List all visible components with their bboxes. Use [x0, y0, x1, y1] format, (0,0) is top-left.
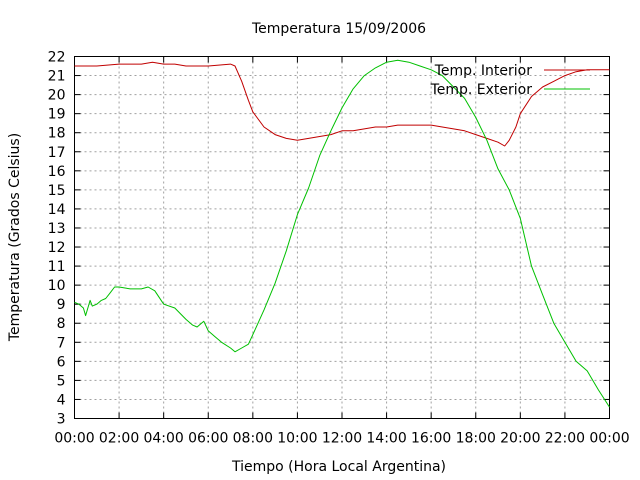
y-tick-label: 13	[48, 221, 66, 237]
x-tick-label: 04:00	[143, 431, 183, 447]
y-tick-label: 14	[48, 202, 66, 218]
y-tick-label: 18	[48, 126, 66, 142]
y-tick-label: 20	[48, 88, 66, 104]
y-tick-label: 9	[57, 297, 66, 313]
axis-ticks	[74, 56, 610, 419]
y-tick-label: 12	[48, 240, 66, 256]
x-tick-label: 06:00	[188, 431, 228, 447]
x-tick-label: 16:00	[411, 431, 451, 447]
x-axis-title: Tiempo (Hora Local Argentina)	[231, 459, 446, 475]
y-tick-label: 8	[57, 316, 66, 332]
y-tick-label: 11	[48, 259, 66, 275]
y-tick-label: 17	[48, 145, 66, 161]
y-tick-label: 6	[57, 354, 66, 370]
x-tick-labels: 00:00 02:00 04:00 06:00 08:00 10:00 12:00 14:00…	[54, 431, 629, 447]
grid	[74, 56, 610, 419]
series-lines	[74, 59, 610, 408]
y-tick-label: 21	[48, 69, 66, 85]
y-tick-label: 16	[48, 164, 66, 180]
series-line-0	[74, 61, 610, 147]
y-tick-label: 4	[57, 392, 66, 408]
y-tick-label: 22	[48, 50, 66, 66]
y-tick-label: 10	[48, 278, 66, 294]
y-tick-label: 7	[57, 335, 66, 351]
x-tick-label: 12:00	[322, 431, 362, 447]
x-tick-label: 18:00	[456, 431, 496, 447]
series-line-1	[74, 59, 610, 408]
x-tick-label: 22:00	[545, 431, 585, 447]
legend: Temp. Interior Temp. Exterior	[430, 63, 590, 98]
y-tick-label: 15	[48, 183, 66, 199]
y-tick-labels: 3 4 5 6 7 8 9 10 11 12 13 14 15 16 17 18 19 20 21 22	[48, 50, 66, 428]
x-tick-label: 14:00	[366, 431, 406, 447]
x-tick-label: 02:00	[99, 431, 139, 447]
x-tick-label: 20:00	[500, 431, 540, 447]
chart-title: Temperatura 15/09/2006	[251, 21, 426, 37]
x-tick-label: 10:00	[277, 431, 317, 447]
legend-label: Temp. Exterior	[430, 82, 533, 98]
y-tick-label: 19	[48, 107, 66, 123]
legend-label: Temp. Interior	[434, 63, 533, 79]
y-tick-label: 5	[57, 373, 66, 389]
y-axis-title: Temperatura (Grados Celsius)	[7, 133, 23, 342]
y-tick-label: 3	[57, 412, 66, 428]
x-tick-label: 00:00	[589, 431, 629, 447]
x-tick-label: 00:00	[54, 431, 94, 447]
x-tick-label: 08:00	[233, 431, 273, 447]
